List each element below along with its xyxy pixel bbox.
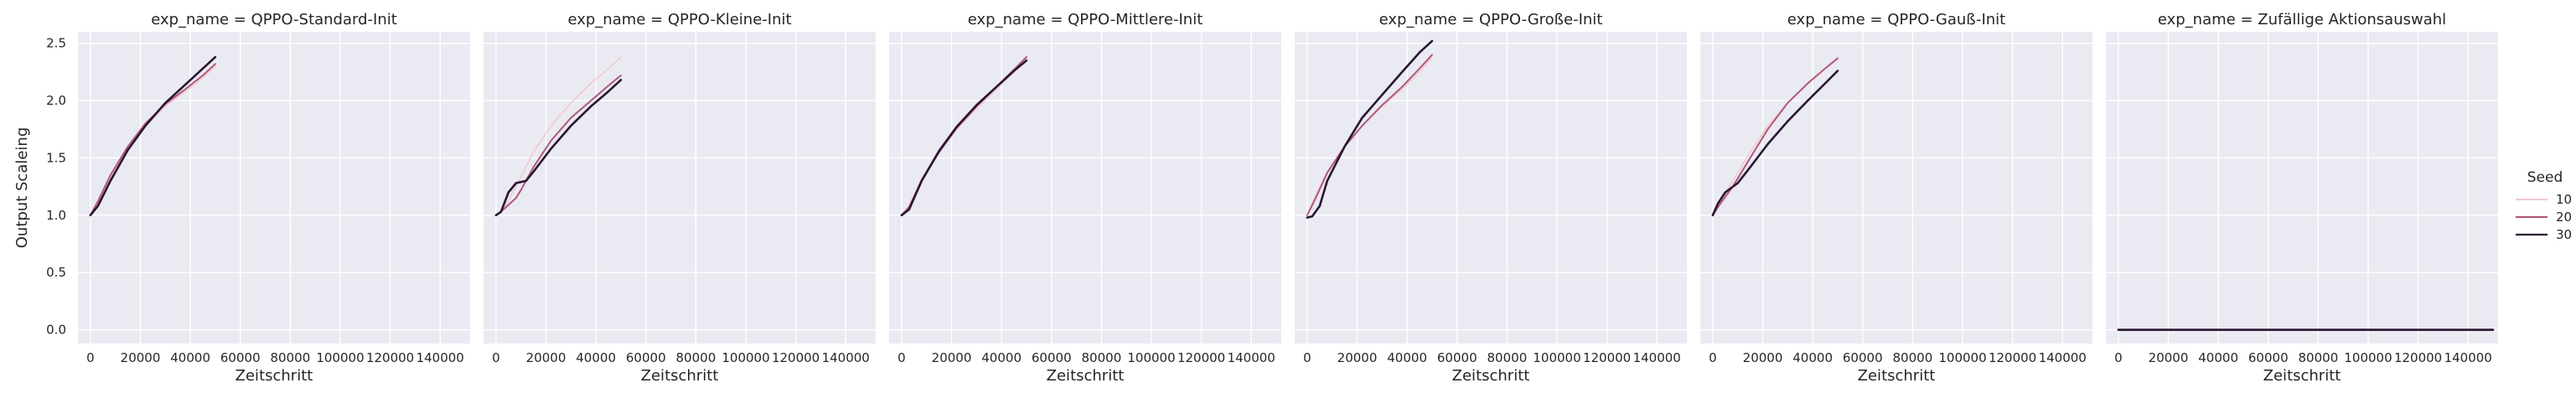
legend-title: Seed [2527,169,2563,186]
y-tick-label: 1.5 [46,150,66,165]
legend-label: 20 [2556,210,2572,225]
series-line-seed-20 [1306,54,1433,216]
x-tick-label: 20000 [1743,350,1783,365]
x-axis-label: Zeitschritt [2263,367,2341,385]
x-tick-label: 80000 [676,350,716,365]
x-axis-label: Zeitschritt [1047,367,1125,385]
y-axis-label: Output Scaleing [13,127,31,249]
plot-area [1295,32,1687,344]
series-line-seed-30 [494,79,623,217]
x-tick-label: 0 [2114,350,2123,365]
x-tick-label: 40000 [1792,350,1833,365]
series-line-seed-10 [495,56,622,216]
x-tick-label: 40000 [981,350,1022,365]
x-tick-label: 100000 [1533,350,1580,365]
x-axis-label: Zeitschritt [235,367,313,385]
plot-area [484,32,876,344]
series-line-seed-30 [89,55,217,217]
x-tick-label: 80000 [1487,350,1528,365]
series-line-seed-30 [1306,39,1434,219]
legend-label: 10 [2556,192,2572,207]
x-tick-label: 20000 [121,350,161,365]
facet-panel: exp_name = QPPO-Gauß-Init 0 20000 40000 6000… [1700,11,2092,385]
x-tick-label: 80000 [1082,350,1122,365]
x-tick-label: 120000 [1989,350,2036,365]
facet-panel: exp_name = QPPO-Mittlere-Init 0 20000 40000… [889,11,1281,385]
x-tick-label: 120000 [1583,350,1631,365]
y-tick-label: 2.0 [46,93,66,108]
x-tick-label: 0 [1709,350,1717,365]
plot-area [2106,32,2498,344]
x-tick-label: 40000 [1387,350,1427,365]
plot-area [1700,32,2092,344]
facet-panel: exp_name = QPPO-Große-Init 0 20000 40000 600… [1295,11,1687,385]
panel-title: exp_name = QPPO-Große-Init [1379,11,1603,28]
x-tick-label: 0 [1303,350,1311,365]
x-tick-label: 80000 [1893,350,1933,365]
x-tick-label: 60000 [626,350,666,365]
panel-title: exp_name = QPPO-Mittlere-Init [968,11,1203,28]
x-tick-label: 60000 [2248,350,2289,365]
x-tick-label: 120000 [1177,350,1225,365]
series-line-seed-20 [494,75,622,216]
plot-area [78,32,470,344]
y-tick-label: 0.5 [46,265,66,280]
legend: Seed 10 20 30 [2516,169,2572,242]
x-tick-label: 120000 [772,350,820,365]
x-tick-label: 20000 [932,350,972,365]
x-tick-label: 100000 [1938,350,1986,365]
x-tick-label: 100000 [2344,350,2392,365]
x-tick-label: 60000 [1032,350,1072,365]
x-tick-label: 0 [492,350,500,365]
x-tick-label: 80000 [271,350,311,365]
facet-panel: exp_name = QPPO-Kleine-Init 0 20000 40000 60… [484,11,876,385]
x-tick-label: 120000 [366,350,414,365]
x-tick-label: 80000 [2299,350,2339,365]
x-tick-label: 140000 [2444,350,2492,365]
x-axis-label: Zeitschritt [1858,367,1936,385]
series-line-seed-20 [89,63,216,216]
x-tick-label: 60000 [1437,350,1477,365]
x-axis-label: Zeitschritt [1452,367,1530,385]
x-tick-label: 140000 [416,350,464,365]
x-tick-label: 120000 [2394,350,2442,365]
series-line-seed-30 [900,59,1028,217]
panel-title: exp_name = QPPO-Standard-Init [151,11,397,28]
x-tick-label: 140000 [1228,350,1275,365]
x-tick-label: 0 [897,350,906,365]
panel-title: exp_name = QPPO-Gauß-Init [1787,11,2005,28]
x-tick-label: 100000 [316,350,364,365]
plot-area [889,32,1281,344]
y-tick-label: 0.0 [46,323,66,338]
x-tick-label: 20000 [2149,350,2189,365]
series-line-seed-30 [1711,70,1839,217]
x-tick-label: 60000 [1843,350,1883,365]
x-tick-label: 140000 [822,350,870,365]
x-tick-label: 40000 [576,350,616,365]
x-tick-label: 20000 [1337,350,1378,365]
legend-label: 30 [2556,227,2572,242]
x-tick-label: 100000 [1127,350,1175,365]
y-tick-label: 1.0 [46,208,66,223]
x-tick-label: 40000 [170,350,210,365]
x-tick-label: 60000 [220,350,261,365]
panel-title: exp_name = QPPO-Kleine-Init [567,11,791,28]
facet-panel: exp_name = QPPO-Standard-Init 0 20000 40000… [13,11,470,385]
x-axis-label: Zeitschritt [641,367,719,385]
x-tick-label: 100000 [722,350,769,365]
x-tick-label: 40000 [2198,350,2238,365]
series-line-seed-20 [1711,57,1839,216]
x-tick-label: 20000 [526,350,566,365]
x-tick-label: 0 [86,350,95,365]
y-tick-label: 2.5 [46,36,66,51]
panel-title: exp_name = Zufällige Aktionsauswahl [2158,11,2446,28]
x-tick-label: 140000 [2039,350,2087,365]
facet-panel: exp_name = Zufällige Aktionsauswahl 0 2000… [2106,11,2498,385]
x-tick-label: 140000 [1633,350,1681,365]
